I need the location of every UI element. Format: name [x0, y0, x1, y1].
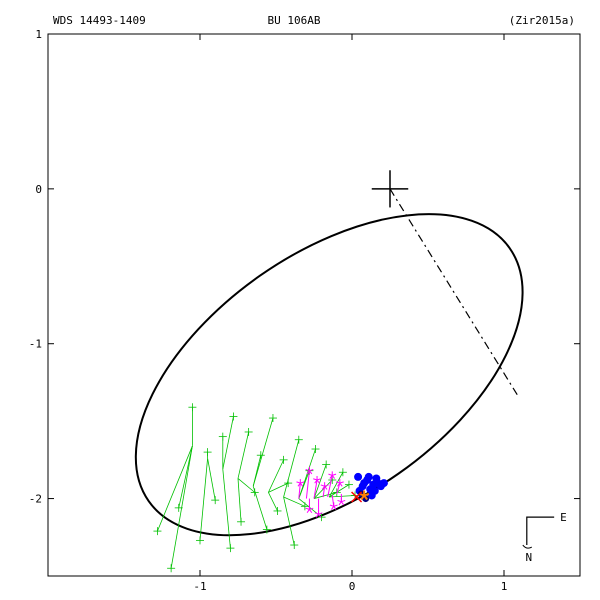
xtick-label: 0 [349, 580, 356, 593]
ytick-label: -2 [29, 493, 42, 506]
blue-point [365, 473, 373, 481]
ytick-label: 0 [35, 183, 42, 196]
compass-n-label: N [525, 551, 532, 564]
compass-e-label: E [560, 511, 567, 524]
orbit-plot: WDS 14493-1409 BU 106AB (Zir2015a) -1 0 1 1 0 -1… [0, 0, 600, 600]
blue-point [372, 474, 380, 482]
xtick-label: 1 [501, 580, 508, 593]
ytick-label: -1 [29, 338, 42, 351]
blue-point [354, 473, 362, 481]
blue-point [380, 479, 388, 487]
ytick-label: 1 [35, 28, 42, 41]
title-center: BU 106AB [268, 14, 321, 27]
xtick-label: -1 [193, 580, 206, 593]
title-left: WDS 14493-1409 [53, 14, 146, 27]
title-right: (Zir2015a) [509, 14, 575, 27]
